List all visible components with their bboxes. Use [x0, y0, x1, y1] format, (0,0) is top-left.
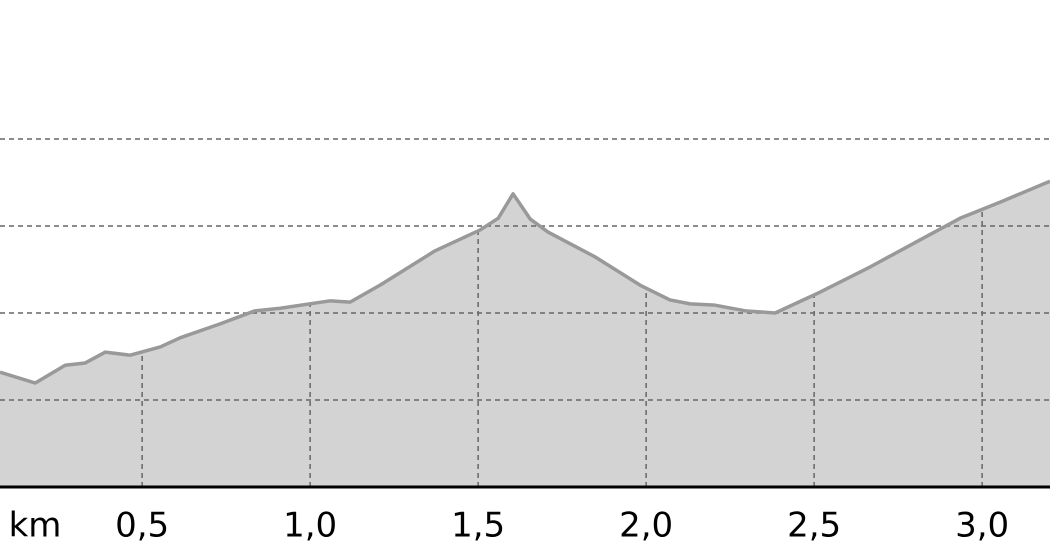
x-tick-label: 2,5 [787, 506, 841, 546]
profile-line [0, 179, 1050, 385]
x-tick-label: 3,0 [955, 506, 1009, 546]
x-tick-label: 2,0 [619, 506, 673, 546]
x-tick-label: 0,5 [115, 506, 169, 546]
x-tick-label: 1,5 [451, 506, 505, 546]
area [0, 181, 1050, 487]
x-tick-label: 1,0 [283, 506, 337, 546]
x-axis-label: km [9, 506, 62, 546]
